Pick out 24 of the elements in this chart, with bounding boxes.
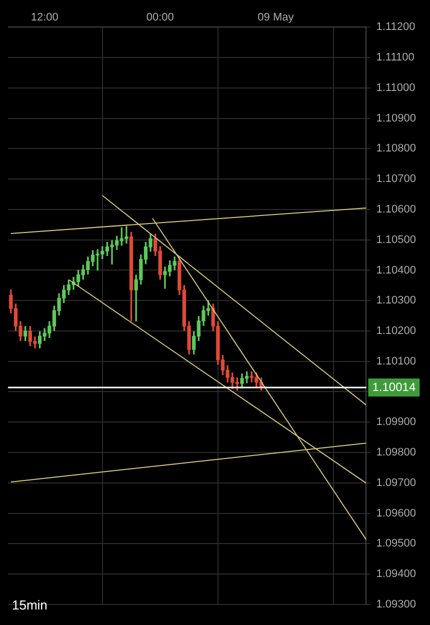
y-tick-label: 1.10800 [376,142,416,155]
y-tick-label: 1.09500 [376,538,416,550]
y-tick-label: 1.10600 [376,204,416,216]
y-tick-label: 1.09600 [376,507,416,520]
y-tick-label: 1.09400 [376,568,416,580]
x-tick-label: 09 May [258,12,294,24]
x-tick-label: 12:00 [30,12,58,24]
y-tick-label: 1.11000 [376,82,416,94]
y-tick-label: 1.09800 [376,446,416,459]
y-tick-label: 1.10900 [376,112,416,124]
y-tick-label: 1.10100 [376,355,416,368]
y-tick-label: 1.10200 [376,325,416,338]
y-tick-label: 1.09900 [376,416,416,428]
y-tick-label: 1.11100 [376,52,414,64]
x-tick-label: 00:00 [146,12,174,24]
y-tick-label: 1.09700 [376,476,416,489]
y-tick-label: 1.09300 [376,598,416,610]
y-tick-label: 1.10300 [376,294,416,307]
y-tick-label: 1.10400 [376,264,416,276]
y-tick-label: 1.10500 [376,234,416,246]
y-tick-label: 1.10700 [376,173,416,186]
y-tick-label: 1.11200 [376,21,416,34]
ref-line-label: 1.10014 [372,380,416,394]
annotation: 15min [12,597,48,612]
